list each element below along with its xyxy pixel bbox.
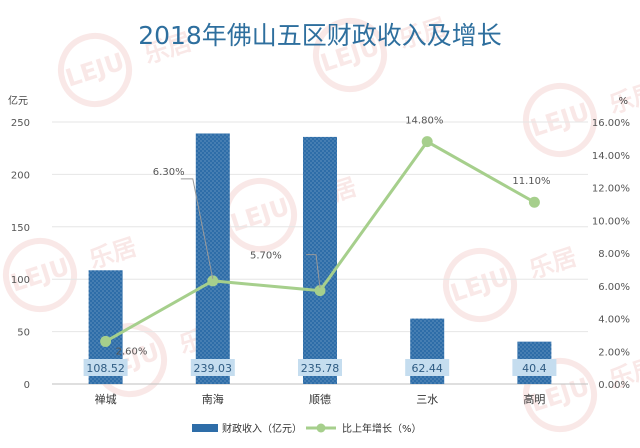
category-axis-labels: 禅城 南海 顺德 三水 高明 (95, 392, 546, 406)
left-tick-label: 150 (11, 223, 30, 234)
right-tick-label: 16.00% (592, 118, 630, 129)
bar-value-label: 108.52 (86, 362, 125, 375)
line-value-label: 5.70% (250, 251, 282, 262)
bar-value-label-bg (83, 359, 128, 376)
left-tick-label: 250 (11, 118, 30, 129)
right-tick-label: 12.00% (592, 184, 630, 195)
category-label: 南海 (202, 392, 224, 406)
bar-value-label: 62.44 (411, 362, 443, 375)
bar-series (88, 133, 552, 384)
legend-line-label: 比上年增长（%） (342, 422, 422, 435)
line-point (314, 285, 326, 297)
watermark-brand-text: 乐居 (526, 243, 580, 284)
left-tick-label: 50 (17, 328, 30, 339)
watermark-logo-text: LEJU (227, 192, 293, 237)
bar-value-label-bg (405, 359, 450, 376)
left-axis-ticks: 0 50 100 150 200 250 (11, 118, 30, 391)
bar-value-label-bg (512, 359, 557, 376)
line-label-leader (180, 178, 214, 279)
bar-value-label-bg (190, 359, 235, 376)
bar-value-label: 40.4 (522, 362, 547, 375)
bar-value-label: 235.78 (301, 362, 340, 375)
chart-title: 2018年佛山五区财政收入及增长 (138, 21, 502, 50)
bar-value-labels: 108.52 239.03 235.78 62.44 40.4 (83, 359, 557, 376)
left-tick-label: 0 (24, 380, 30, 391)
bar-value-label-bg (298, 359, 342, 376)
watermark-logo-text: LEJU (527, 97, 593, 142)
watermark-ring (443, 248, 517, 322)
bar (303, 136, 337, 384)
bar (195, 133, 230, 384)
watermark-logo-text: LEJU (62, 47, 128, 92)
line-point (528, 196, 540, 208)
line-value-labels: 2.60% 6.30% 5.70% 14.80% 11.10% (116, 116, 551, 358)
bar-value-label: 239.03 (194, 362, 233, 375)
category-label: 顺德 (309, 392, 331, 406)
right-tick-label: 6.00% (598, 282, 630, 293)
watermark-ring (313, 18, 387, 92)
category-label: 高明 (523, 392, 545, 406)
right-tick-label: 10.00% (592, 216, 630, 227)
line-point (207, 275, 219, 287)
line-value-label: 14.80% (405, 116, 443, 127)
right-tick-label: 2.00% (598, 347, 630, 358)
legend: 财政收入（亿元） 比上年增长（%） (192, 422, 422, 435)
watermark-layer: LEJU乐居LEJU乐居LEJU乐居LEJU乐居LEJU乐居LEJU乐居LEJU… (3, 13, 640, 432)
right-tick-label: 0.00% (598, 380, 630, 391)
line-series (100, 136, 540, 347)
line-point (421, 136, 433, 148)
left-axis-unit: 亿元 (8, 94, 28, 107)
right-axis-ticks: 0.00% 2.00% 4.00% 6.00% 8.00% 10.00% 12.00% 14.… (592, 118, 630, 391)
right-axis-unit: % (618, 96, 628, 107)
line-value-label: 6.30% (153, 167, 185, 178)
right-tick-label: 8.00% (598, 249, 630, 260)
left-tick-label: 200 (11, 170, 30, 181)
line-value-label: 2.60% (116, 346, 148, 357)
legend-bar-swatch (192, 424, 218, 432)
line-value-label: 11.10% (512, 176, 550, 187)
watermark-ring (523, 83, 597, 157)
line-label-leader (306, 254, 321, 288)
category-label: 禅城 (95, 392, 117, 406)
right-tick-label: 14.00% (592, 151, 630, 162)
line-point (100, 335, 112, 347)
watermark-ring (58, 33, 132, 107)
right-tick-label: 4.00% (598, 315, 630, 326)
watermark-brand-text: 乐居 (86, 233, 140, 274)
watermark-logo-text: LEJU (447, 262, 513, 307)
legend-bar-label: 财政收入（亿元） (222, 422, 302, 435)
left-tick-label: 100 (11, 275, 30, 286)
watermark-logo: LEJU 乐居 (443, 243, 580, 322)
watermark-ring (3, 238, 77, 312)
legend-line-marker (316, 423, 326, 433)
category-label: 三水 (416, 393, 438, 406)
